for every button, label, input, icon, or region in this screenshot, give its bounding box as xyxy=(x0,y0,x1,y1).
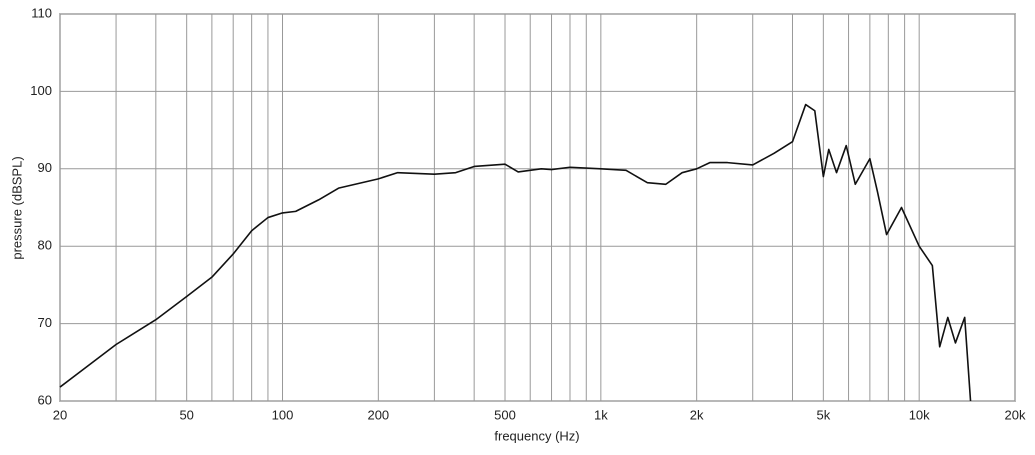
y-axis-label: pressure (dBSPL) xyxy=(9,156,24,259)
x-tick-label: 20 xyxy=(53,407,67,422)
x-tick-label: 20k xyxy=(1005,407,1026,422)
x-tick-label: 500 xyxy=(494,407,516,422)
x-tick-label: 1k xyxy=(594,407,608,422)
y-tick-label: 90 xyxy=(38,160,52,175)
x-tick-label: 2k xyxy=(690,407,704,422)
x-tick-label: 5k xyxy=(816,407,830,422)
y-tick-label: 100 xyxy=(30,83,52,98)
x-axis-label: frequency (Hz) xyxy=(494,428,579,443)
y-tick-label: 60 xyxy=(38,392,52,407)
x-tick-label: 100 xyxy=(272,407,294,422)
response-curve xyxy=(59,103,972,402)
y-tick-label: 80 xyxy=(38,238,52,253)
plot-area xyxy=(59,13,1016,402)
y-tick-label: 70 xyxy=(38,315,52,330)
x-tick-label: 10k xyxy=(909,407,930,422)
x-tick-label: 200 xyxy=(367,407,389,422)
x-tick-label: 50 xyxy=(179,407,193,422)
y-tick-label: 110 xyxy=(31,5,52,20)
